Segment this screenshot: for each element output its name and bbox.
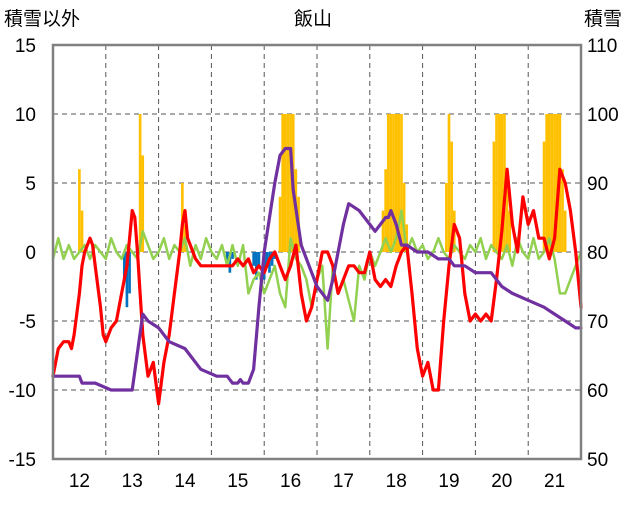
x-tick-label: 18 (386, 471, 407, 492)
series-lines (51, 146, 583, 406)
precip-bar (270, 252, 274, 266)
precip-bar (392, 114, 395, 252)
precip-bar (228, 252, 232, 273)
right-tick-label: 100 (587, 105, 619, 126)
precip-bar (141, 155, 145, 252)
precip-bar (225, 252, 229, 266)
precip-bar (286, 114, 290, 252)
precip-bar (386, 114, 390, 252)
precip-bar (278, 196, 282, 252)
left-tick-label: -5 (19, 312, 36, 333)
precip-bar (497, 114, 501, 252)
precip-bar (381, 210, 385, 252)
precip-bar (505, 169, 509, 252)
precip-bar (78, 169, 81, 252)
precip-bar (384, 169, 387, 252)
x-tick-label: 21 (544, 471, 565, 492)
precip-bar (138, 114, 142, 252)
series-line-snow_depth (51, 146, 583, 392)
x-tick-label: 14 (174, 471, 196, 492)
precip-bar (402, 183, 406, 252)
x-tick-label: 12 (69, 471, 90, 492)
precip-bar (125, 252, 129, 308)
precip-bar (550, 114, 554, 252)
x-tick-label: 20 (491, 471, 512, 492)
precip-bar (394, 114, 398, 252)
precip-bar (447, 114, 451, 252)
precip-bar (495, 114, 498, 252)
left-tick-label: 10 (15, 105, 36, 126)
x-tick-label: 15 (227, 471, 248, 492)
right-tick-label: 110 (587, 36, 617, 57)
series-line-temperature (51, 167, 583, 406)
left-tick-label: 15 (15, 36, 36, 57)
precip-bar (450, 141, 453, 252)
precip-bar (492, 141, 496, 252)
chart-title: 飯山 (294, 8, 332, 30)
right-axis-label: 積雪 (584, 8, 622, 30)
precip-bar (508, 210, 512, 252)
precip-bar (80, 210, 84, 252)
right-tick-label: 90 (587, 174, 608, 195)
left-tick-label: -10 (9, 381, 36, 402)
precip-bar (445, 183, 448, 252)
precip-bar (563, 210, 567, 252)
precip-bar (405, 224, 409, 252)
left-tick-label: 0 (25, 243, 36, 264)
right-tick-label: 50 (587, 450, 608, 471)
x-tick-label: 13 (122, 471, 143, 492)
precip-bar (257, 252, 261, 266)
precip-bar (542, 141, 546, 252)
x-tick-label: 16 (280, 471, 301, 492)
precip-bar (389, 114, 393, 252)
precip-bar (561, 169, 564, 252)
precip-bar (252, 252, 255, 266)
precip-bar (545, 114, 548, 252)
precip-bar (254, 252, 258, 280)
precip-bar (397, 114, 401, 252)
precip-bar (128, 252, 131, 294)
precip-bar (548, 114, 551, 252)
precip-bar (122, 252, 126, 280)
plot-border (51, 43, 583, 461)
precip-bar (265, 252, 269, 266)
precip-bar (281, 114, 284, 252)
precip-bar (231, 252, 234, 259)
plot-frame (51, 43, 583, 461)
x-tick-label: 17 (333, 471, 354, 492)
precip-bar (500, 114, 504, 252)
left-axis-label: 積雪以外 (4, 8, 80, 30)
x-tick-label: 19 (438, 471, 459, 492)
left-tick-label: -15 (9, 450, 36, 471)
precip-bar (400, 114, 403, 252)
precip-bar (284, 114, 287, 252)
right-tick-label: 80 (587, 243, 608, 264)
right-tick-label: 60 (587, 381, 608, 402)
tick-labels: -15 -10 -5 0 5 10 15 50 60 70 80 90 100 110 12 13 14 15 16… (9, 36, 619, 492)
precip-bar (553, 114, 556, 252)
left-tick-label: 5 (25, 174, 36, 195)
precip-bar (289, 114, 292, 252)
right-tick-label: 70 (587, 312, 608, 333)
